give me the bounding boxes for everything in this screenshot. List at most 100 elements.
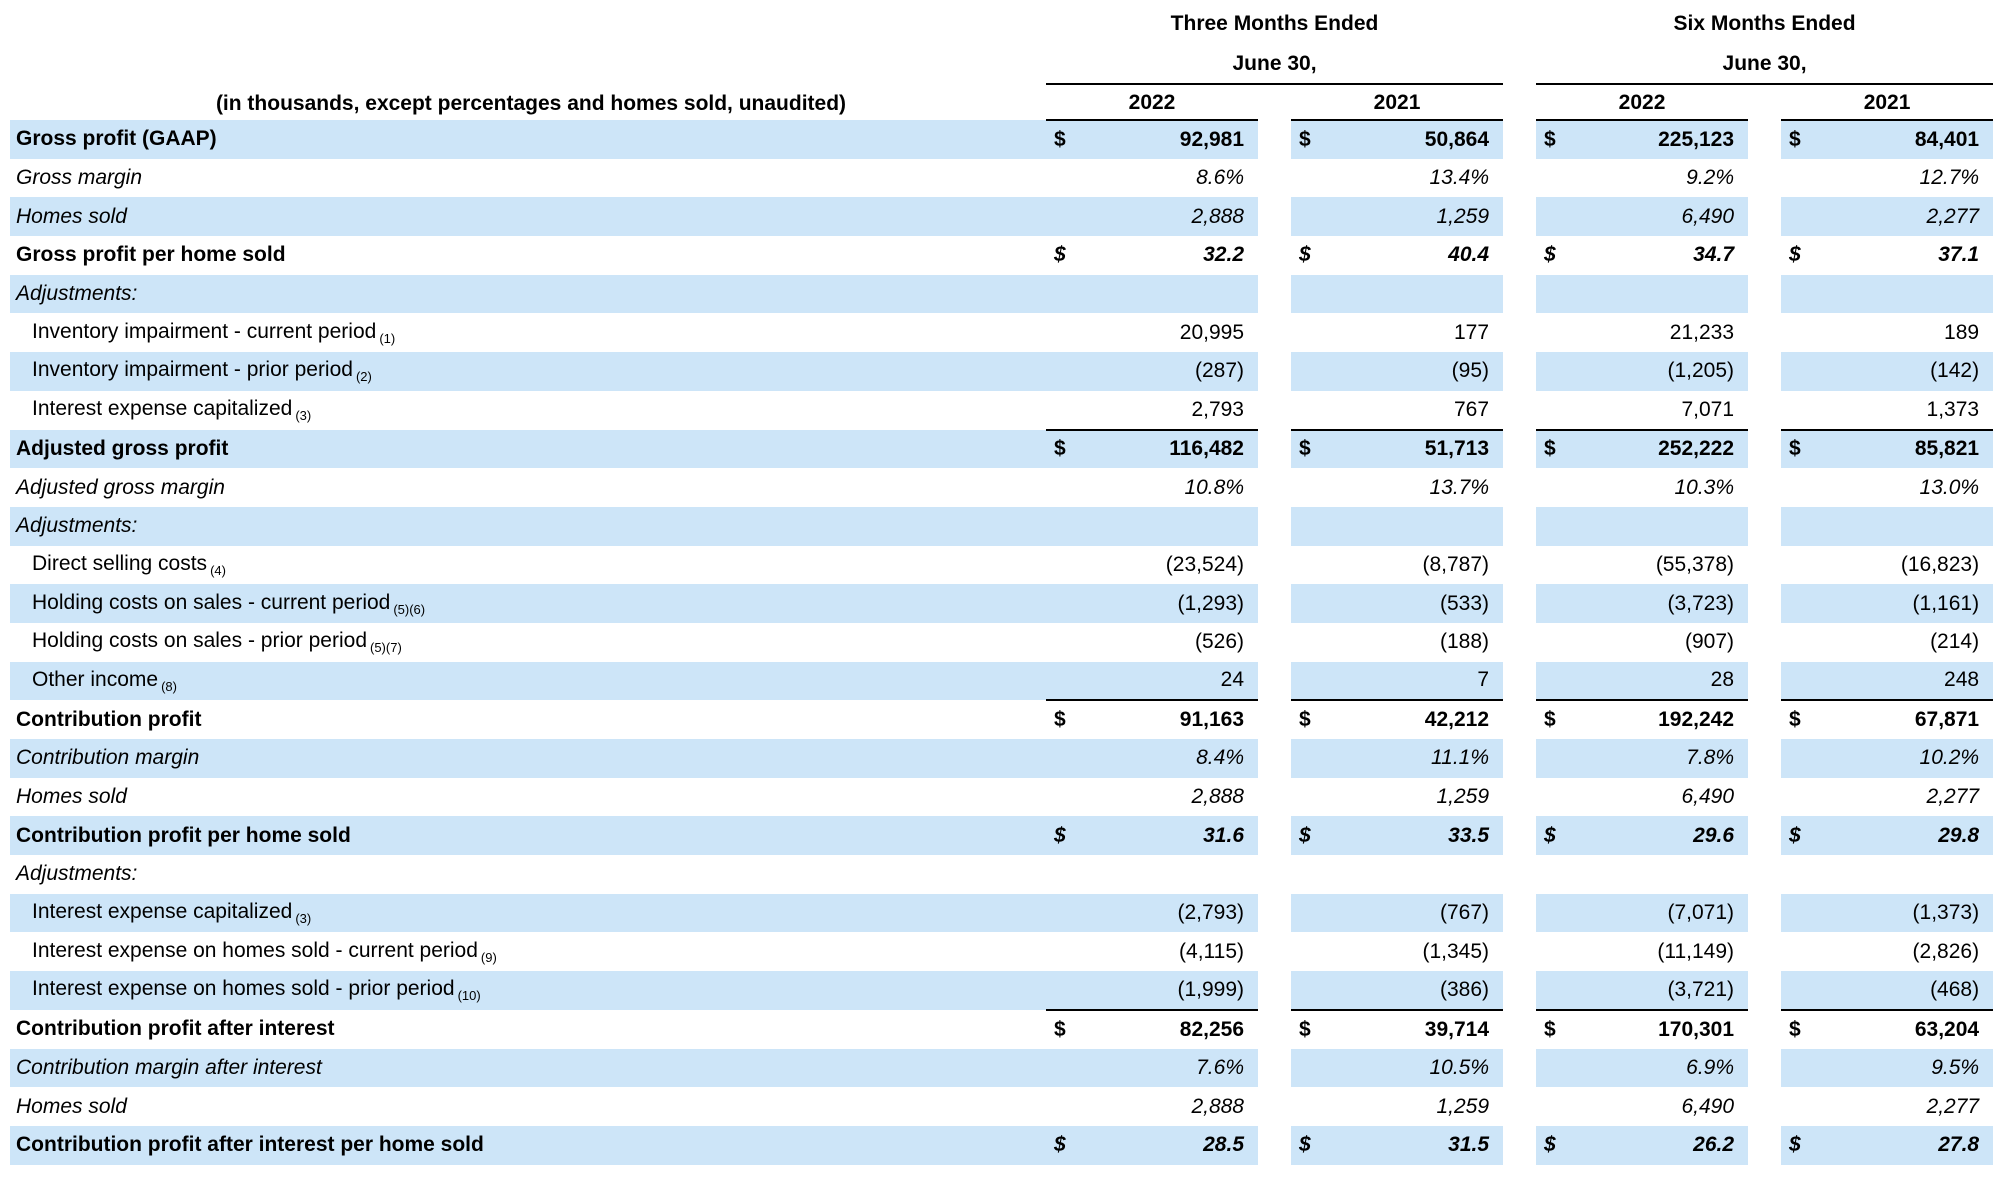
- table-row: Homes sold 2,888 1,259 6,490 2,277: [10, 1087, 1993, 1126]
- row-label-text: Direct selling costs: [32, 551, 208, 575]
- dollar-sign: [1046, 855, 1092, 894]
- dollar-sign: [1781, 390, 1828, 431]
- row-label-text: Contribution profit after interest: [16, 1017, 335, 1041]
- dollar-sign: [1781, 855, 1827, 894]
- column-gap: [1258, 1125, 1291, 1165]
- value-cell: 170,301: [1658, 1017, 1735, 1041]
- footnote-marker: (2): [355, 369, 372, 385]
- column-gap: [1748, 1010, 1781, 1049]
- row-label-text: Other income: [32, 667, 159, 691]
- column-gap: [1748, 546, 1781, 585]
- period-group-date: June 30,: [1046, 44, 1504, 85]
- dollar-sign: $: [1536, 120, 1583, 159]
- value-cell: 33.5: [1337, 816, 1504, 856]
- value-cell: 67,871: [1914, 708, 1980, 732]
- column-gap: [1748, 236, 1781, 275]
- spacer-cell: [10, 4, 1046, 44]
- period-group-title: Three Months Ended: [1170, 12, 1379, 35]
- spacer-cell: [10, 44, 1046, 84]
- dollar-sign: [1046, 778, 1092, 817]
- column-gap: [1258, 236, 1291, 275]
- column-gap: [1503, 739, 1537, 778]
- dollar-sign: [1536, 739, 1583, 778]
- dollar-sign: $: [1536, 1125, 1583, 1165]
- dollar-sign: [1291, 661, 1337, 702]
- table-row: Contribution profit after interest $82,25…: [10, 1010, 1993, 1049]
- column-gap: [1748, 584, 1782, 623]
- value-cell: (2,826): [1912, 939, 1980, 963]
- column-gap: [1748, 506, 1782, 546]
- value-cell: 29.6: [1582, 816, 1749, 856]
- value-cell: [1337, 855, 1503, 894]
- dollar-sign: $: [1299, 243, 1311, 267]
- dollar-sign: [1291, 197, 1337, 237]
- table-body: Gross profit (GAAP) $92,981 $50,864 $225,12…: [10, 120, 1994, 1165]
- value-cell: 34.7: [1693, 243, 1735, 267]
- column-gap: [1258, 778, 1291, 817]
- value-cell: 42,212: [1424, 708, 1490, 732]
- column-gap: [1503, 971, 1537, 1010]
- dollar-sign: [1291, 506, 1337, 546]
- value-cell: (3,723): [1582, 584, 1749, 623]
- year-header-row: (in thousands, except percentages and ho…: [10, 84, 1994, 121]
- column-gap: [1503, 236, 1536, 275]
- dollar-sign: $: [1054, 1017, 1066, 1041]
- table-row: Holding costs on sales - current period (…: [10, 584, 1994, 623]
- dollar-sign: [1046, 584, 1092, 623]
- column-gap: [1748, 274, 1782, 314]
- dollar-sign: $: [1789, 1017, 1801, 1041]
- year-header: 2021: [1291, 84, 1504, 121]
- column-gap: [1748, 932, 1781, 971]
- value-cell: 2,888: [1191, 1094, 1244, 1118]
- row-label: Adjustments:: [10, 855, 1046, 894]
- dollar-sign: [1781, 739, 1828, 778]
- period-group-date: June 30,: [1536, 44, 1994, 85]
- dollar-sign: [1781, 623, 1827, 662]
- value-cell: (526): [1194, 630, 1244, 654]
- dollar-sign: [1781, 197, 1828, 237]
- period-date-row: June 30, June 30,: [10, 44, 1994, 85]
- column-gap: [1748, 778, 1781, 817]
- value-cell: 252,222: [1582, 429, 1749, 469]
- dollar-sign: $: [1054, 243, 1066, 267]
- dollar-sign: [1291, 546, 1337, 585]
- dollar-sign: [1291, 159, 1337, 198]
- row-label: Interest expense capitalized (3): [10, 893, 1046, 933]
- row-label-text: Holding costs on sales - current period: [32, 590, 391, 614]
- column-gap: [1258, 120, 1291, 159]
- column-gap: [1258, 816, 1291, 856]
- value-cell: (1,373): [1827, 893, 1994, 933]
- dollar-sign: [1781, 352, 1828, 391]
- dollar-sign: $: [1781, 816, 1828, 856]
- table-row: Homes sold 2,888 1,259 6,490 2,277: [10, 197, 1994, 237]
- dollar-sign: [1536, 661, 1583, 702]
- row-label-text: Homes sold: [16, 204, 127, 228]
- value-cell: (767): [1337, 893, 1504, 933]
- value-cell: 7.6%: [1092, 1048, 1258, 1088]
- column-gap: [1258, 893, 1291, 933]
- row-label: Holding costs on sales - current period(…: [10, 584, 1046, 623]
- dollar-sign: $: [1291, 816, 1337, 856]
- column-gap: [1258, 584, 1291, 623]
- column-gap: [1258, 159, 1291, 198]
- column-gap: [1748, 1048, 1782, 1088]
- table-row: Interest expense on homes sold - prior p…: [10, 971, 1994, 1011]
- row-label: Contribution profit per home sold: [10, 816, 1046, 856]
- footnote-marker: (9): [480, 949, 497, 965]
- value-cell: 13.7%: [1429, 475, 1490, 499]
- dollar-sign: [1046, 159, 1092, 198]
- dollar-sign: $: [1544, 1017, 1556, 1041]
- dollar-sign: [1046, 1048, 1092, 1088]
- column-gap: [1503, 391, 1536, 430]
- table-row: Adjustments:: [10, 506, 1994, 546]
- value-cell: [1827, 506, 1994, 546]
- column-gap: [1748, 893, 1782, 933]
- value-cell: 2,277: [1926, 1094, 1980, 1118]
- column-gap: [1503, 352, 1537, 391]
- value-cell: (386): [1337, 971, 1504, 1011]
- row-label-text: Homes sold: [16, 785, 127, 809]
- dollar-sign: $: [1046, 816, 1092, 856]
- column-gap: [1503, 623, 1536, 662]
- table-row: Inventory impairment - prior period (2) (2…: [10, 352, 1994, 391]
- row-label-text: Holding costs on sales - prior period: [32, 629, 367, 653]
